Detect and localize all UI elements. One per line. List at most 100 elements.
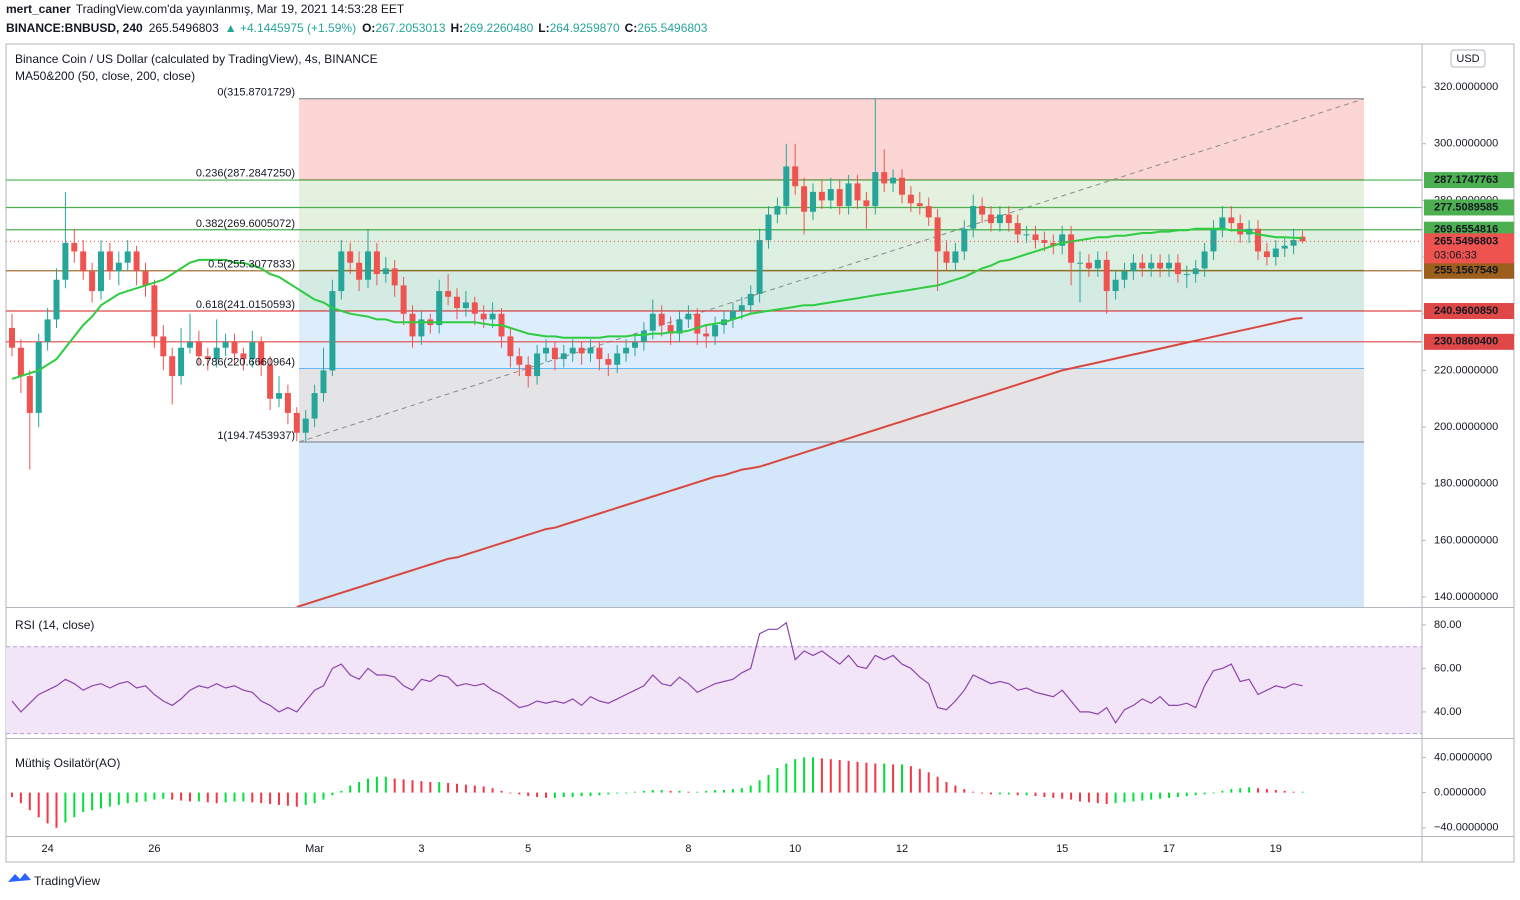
ao-bar xyxy=(998,792,1001,795)
candle-body xyxy=(543,347,549,354)
candle-body xyxy=(1183,274,1190,276)
ao-bar xyxy=(634,791,636,793)
ao-bar xyxy=(794,759,797,793)
ao-bar xyxy=(19,792,22,804)
candle-body xyxy=(115,262,122,272)
ao-bar xyxy=(963,789,966,793)
candle-body xyxy=(881,172,888,184)
candle-body xyxy=(329,291,336,371)
candle-body xyxy=(996,214,1003,224)
candle-body xyxy=(400,285,407,314)
author: mert_caner xyxy=(6,2,71,16)
brand-logo xyxy=(8,873,31,882)
ao-bar xyxy=(384,776,387,793)
ao-bar xyxy=(1248,787,1251,793)
ao-bar xyxy=(358,782,361,793)
candle-body xyxy=(667,325,674,334)
price-label: 287.1747763 xyxy=(1434,174,1498,186)
candle-body xyxy=(1219,217,1226,229)
ao-bar xyxy=(936,776,939,793)
fib-label: 0.786(220.6660964) xyxy=(196,356,295,368)
candle-body xyxy=(934,217,941,252)
candle-body xyxy=(765,214,772,241)
ao-bar xyxy=(473,785,476,793)
ao-bar xyxy=(224,792,227,803)
candle-body xyxy=(293,412,300,433)
candle-body xyxy=(1210,228,1217,252)
candle-body xyxy=(382,268,389,275)
candle-body xyxy=(685,313,692,320)
ao-bar xyxy=(812,757,814,793)
ao-bar xyxy=(100,792,102,809)
y-tick-label: 320.0000000 xyxy=(1434,81,1498,93)
candle-body xyxy=(231,342,238,354)
candle-body xyxy=(1130,262,1137,272)
candle-body xyxy=(276,393,282,399)
ao-bar xyxy=(918,768,921,793)
candle-body xyxy=(347,251,354,263)
change: ▲ +4.1445975 (+1.59%) xyxy=(225,21,356,35)
candle-body xyxy=(1005,214,1012,224)
last-price-label: 265.5496803 xyxy=(1434,235,1498,247)
ao-bar xyxy=(375,776,378,793)
price-label-box xyxy=(1424,199,1514,216)
candle-body xyxy=(738,305,745,311)
candle-body xyxy=(640,330,647,343)
candle-body xyxy=(17,347,24,377)
candle-body xyxy=(462,302,469,309)
ao-bar xyxy=(260,792,263,804)
candle-body xyxy=(1192,268,1199,275)
ao-bar xyxy=(286,792,289,806)
ao-bar xyxy=(945,782,948,793)
ao-bar xyxy=(269,792,272,805)
x-tick-label: 24 xyxy=(41,843,53,855)
candle-body xyxy=(35,342,42,413)
y-tick-label: 200.0000000 xyxy=(1434,421,1498,433)
ao-bar xyxy=(865,762,868,793)
candle-body xyxy=(187,342,193,348)
candle-body xyxy=(80,251,87,272)
ao-bar xyxy=(64,792,67,823)
ao-bar xyxy=(1150,792,1153,800)
candle-body xyxy=(774,206,781,215)
ao-bar xyxy=(1132,792,1135,802)
candle-body xyxy=(890,177,897,184)
candle-body xyxy=(1077,262,1083,264)
candle-body xyxy=(676,319,683,334)
ao-bar xyxy=(1007,792,1010,795)
rsi-tick-label: 60.00 xyxy=(1434,662,1462,674)
candle-body xyxy=(391,268,398,286)
ao-bar xyxy=(322,792,325,800)
brand: TradingView xyxy=(34,874,100,888)
ao-bar xyxy=(909,766,912,793)
candle-body xyxy=(445,291,452,297)
rsi-title: RSI (14, close) xyxy=(15,618,94,632)
last: 265.5496803 xyxy=(149,21,219,35)
currency-box[interactable] xyxy=(1450,49,1486,68)
ao-bar xyxy=(46,792,49,824)
candle-body xyxy=(525,364,532,377)
candle-body xyxy=(1032,234,1039,241)
candle-body xyxy=(480,313,487,320)
currency[interactable]: USD xyxy=(1456,53,1479,65)
ao-bar xyxy=(393,778,396,793)
candle-body xyxy=(9,327,15,348)
ao-bar xyxy=(73,792,76,818)
candle-body xyxy=(560,353,567,360)
candle-body xyxy=(338,251,345,292)
last-price-box xyxy=(1424,233,1514,264)
price-label: 277.5089585 xyxy=(1434,201,1498,213)
candle-body xyxy=(729,310,736,320)
candle-body xyxy=(1263,251,1270,258)
fib-label: 0.618(241.0150593) xyxy=(196,299,295,311)
ao-bar xyxy=(438,782,441,793)
price-label: 230.0860400 xyxy=(1434,336,1498,348)
candle-body xyxy=(169,356,176,377)
ao-bar xyxy=(117,792,120,805)
candle-body xyxy=(1014,223,1021,235)
candle-body xyxy=(1041,240,1048,243)
ao-bar xyxy=(518,792,521,795)
symbol: BINANCE:BNBUSD, 240 xyxy=(6,21,143,35)
ao-bar xyxy=(367,778,369,793)
candle-body xyxy=(436,291,443,326)
